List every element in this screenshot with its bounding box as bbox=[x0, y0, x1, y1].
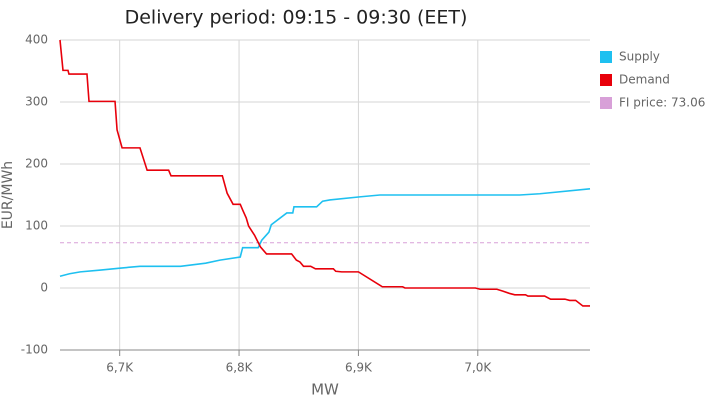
legend-label: Supply bbox=[619, 50, 660, 64]
y-tick-label: 300 bbox=[25, 95, 48, 109]
y-tick-label: -100 bbox=[21, 343, 48, 357]
legend-swatch bbox=[600, 51, 612, 63]
x-tick-label: 6,8K bbox=[226, 361, 254, 375]
series-line bbox=[59, 188, 591, 277]
chart-title: Delivery period: 09:15 - 09:30 (EET) bbox=[125, 7, 468, 29]
legend-swatch bbox=[600, 74, 612, 86]
x-tick-label: 6,9K bbox=[345, 361, 373, 375]
legend-label: FI price: 73.06 bbox=[619, 96, 705, 110]
series-line bbox=[59, 39, 590, 307]
legend-label: Demand bbox=[619, 73, 670, 87]
x-tick-label: 7,0K bbox=[464, 361, 492, 375]
y-axis-label: EUR/MWh bbox=[0, 161, 16, 229]
y-tick-label: 100 bbox=[25, 219, 48, 233]
x-tick-label: 6,7K bbox=[106, 361, 134, 375]
legend-swatch bbox=[600, 97, 612, 109]
y-tick-label: 0 bbox=[40, 281, 48, 295]
x-axis-label: MW bbox=[311, 381, 339, 399]
y-tick-label: 400 bbox=[25, 33, 48, 47]
y-tick-label: 200 bbox=[25, 157, 48, 171]
